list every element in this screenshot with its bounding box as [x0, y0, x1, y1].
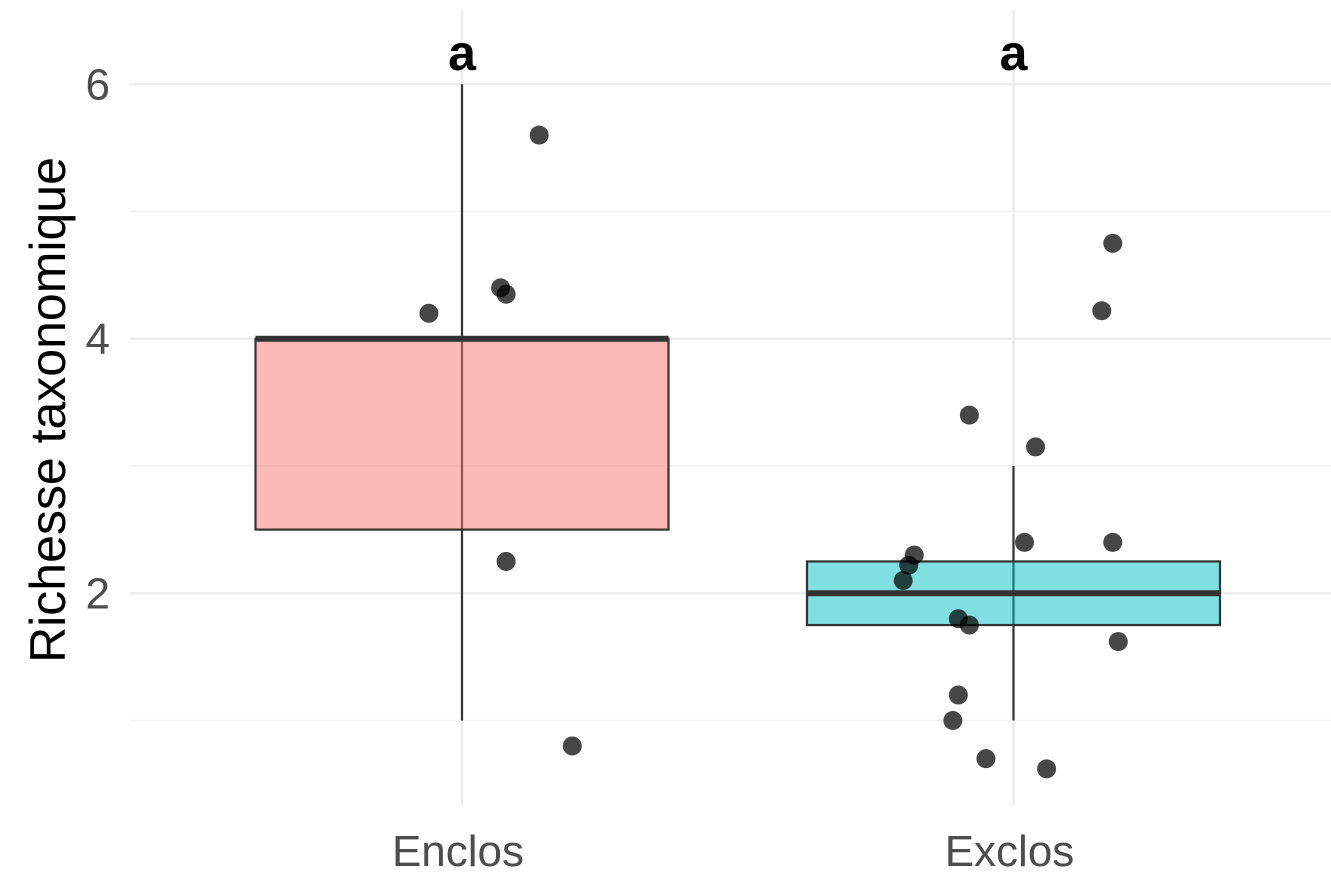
box-enclos: [254, 84, 670, 721]
data-point: [976, 749, 996, 769]
y-tick-labels: 2 4 6: [86, 60, 110, 618]
x-tick-label: Enclos: [392, 827, 524, 873]
data-point: [496, 284, 516, 304]
y-tick-label: 4: [86, 315, 110, 364]
data-point: [943, 711, 963, 730]
y-tick-label: 2: [86, 569, 110, 618]
boxes: [254, 84, 1222, 721]
jitter-points: [419, 125, 1128, 779]
data-point: [1103, 532, 1123, 552]
data-point: [899, 555, 919, 575]
data-point: [419, 303, 439, 323]
significance-letter: a: [448, 25, 477, 81]
data-point: [948, 685, 968, 705]
box-exclos: [805, 466, 1222, 721]
x-tick-label: Exclos: [945, 827, 1075, 873]
significance-letter: a: [1000, 25, 1029, 81]
data-point: [529, 125, 549, 145]
data-point: [1103, 233, 1123, 253]
data-point: [893, 571, 913, 591]
data-point: [1037, 759, 1057, 779]
data-point: [562, 736, 582, 756]
data-point: [959, 615, 979, 635]
data-point: [496, 551, 516, 571]
data-point: [959, 405, 979, 425]
y-tick-label: 6: [86, 60, 110, 109]
x-tick-labels: Enclos Exclos: [392, 827, 1074, 873]
data-point: [1092, 301, 1112, 321]
data-point: [1015, 532, 1035, 552]
data-point: [1108, 632, 1128, 652]
data-point: [1026, 437, 1046, 457]
y-axis-title: Richesse taxonomique: [20, 157, 76, 663]
box-body: [254, 337, 670, 531]
